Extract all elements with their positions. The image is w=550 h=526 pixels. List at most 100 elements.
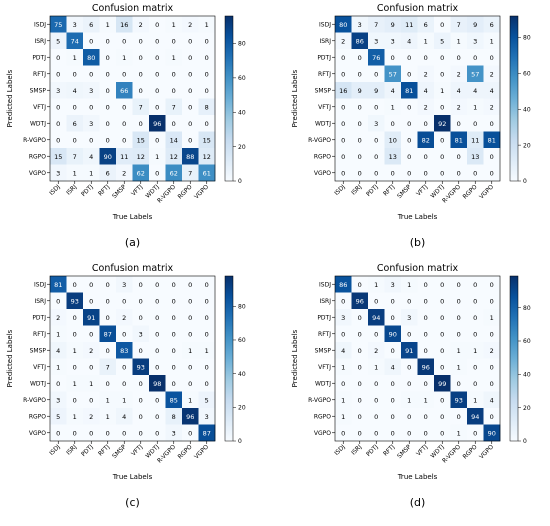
- cell-value: 0: [341, 169, 345, 177]
- cell-PDTJ-PDTJ: [368, 49, 385, 66]
- cell-R-VGPO-VFTJ: [132, 131, 150, 149]
- cell-SMSP-SMSP: [401, 82, 418, 99]
- cell-value: 0: [172, 330, 176, 338]
- x-tick-label: ISDJ: [48, 443, 62, 457]
- cell-value: 1: [407, 281, 411, 289]
- cell-value: 0: [407, 70, 411, 78]
- cell-value: 1: [424, 396, 428, 404]
- cell-value: 0: [391, 347, 395, 355]
- cell-VFTJ-WDTJ: [434, 98, 451, 116]
- cell-value: 0: [407, 429, 411, 437]
- cell-value: 0: [56, 380, 60, 388]
- cell-VFTJ-VGPO: [483, 98, 501, 116]
- cell-PDTJ-PDTJ: [83, 49, 100, 66]
- colorbar-tick-label: 80: [523, 305, 531, 312]
- cell-WDTJ-PDTJ: [83, 115, 100, 132]
- cell-PDTJ-VGPO: [483, 49, 501, 66]
- cell-PDTJ-WDTJ: [149, 49, 166, 66]
- cell-value: 0: [155, 169, 159, 177]
- cell-WDTJ-WDTJ: [149, 375, 166, 392]
- cell-VFTJ-RFTJ: [384, 358, 402, 376]
- cell-WDTJ-R-VGPO: [450, 375, 468, 392]
- x-tick-label: R-VGPO: [441, 183, 462, 204]
- cell-value: 0: [440, 413, 444, 421]
- cell-value: 1: [155, 153, 159, 161]
- cell-ISRJ-RFTJ: [99, 32, 117, 50]
- y-tick-label: RFTJ: [33, 71, 46, 78]
- cell-RGPO-RFTJ: [99, 148, 117, 165]
- cell-value: 0: [172, 87, 176, 95]
- cell-WDTJ-VFTJ: [417, 375, 435, 392]
- y-tick-label: ISDJ: [34, 21, 46, 28]
- cell-value: 4: [122, 413, 126, 421]
- cell-VFTJ-SMSP: [401, 358, 418, 376]
- cell-value: 57: [389, 70, 397, 78]
- cell-ISRJ-ISRJ: [66, 32, 84, 50]
- cell-ISDJ-R-VGPO: [165, 276, 183, 293]
- cell-R-VGPO-RFTJ: [384, 391, 402, 409]
- y-tick-label: ISRJ: [34, 38, 46, 45]
- cell-value: 2: [424, 70, 428, 78]
- cell-value: 3: [391, 281, 395, 289]
- cell-value: 90: [389, 330, 397, 338]
- cell-value: 88: [186, 153, 194, 161]
- cell-value: 7: [73, 153, 77, 161]
- cell-value: 4: [407, 37, 411, 45]
- colorbar-tick-label: 0: [238, 178, 242, 185]
- cell-value: 0: [457, 169, 461, 177]
- cell-RGPO-WDTJ: [149, 408, 166, 425]
- cell-RGPO-VGPO: [198, 408, 216, 425]
- colorbar: [509, 15, 519, 182]
- y-tick-label: ISRJ: [319, 298, 331, 305]
- cell-value: 2: [374, 347, 378, 355]
- cell-value: 7: [374, 21, 378, 29]
- cell-value: 1: [73, 413, 77, 421]
- cell-ISRJ-VGPO: [198, 292, 216, 310]
- cell-value: 0: [155, 136, 159, 144]
- cell-value: 1: [73, 169, 77, 177]
- cell-value: 0: [440, 153, 444, 161]
- cell-value: 0: [89, 297, 93, 305]
- y-axis-label: Predicted Labels: [291, 69, 299, 127]
- cell-VFTJ-R-VGPO: [165, 98, 183, 116]
- cell-value: 0: [188, 429, 192, 437]
- cell-RFTJ-RFTJ: [384, 65, 402, 83]
- cell-WDTJ-RGPO: [467, 115, 484, 132]
- cell-RFTJ-RGPO: [182, 65, 199, 83]
- cell-value: 8: [205, 103, 209, 111]
- cell-value: 0: [391, 380, 395, 388]
- cell-value: 0: [358, 429, 362, 437]
- cell-value: 0: [106, 429, 110, 437]
- cell-SMSP-ISDJ: [50, 82, 67, 99]
- cell-value: 3: [73, 21, 77, 29]
- cell-SMSP-VFTJ: [417, 82, 435, 99]
- cell-value: 13: [471, 153, 479, 161]
- cell-value: 7: [188, 169, 192, 177]
- cell-value: 0: [139, 413, 143, 421]
- cell-value: 4: [341, 347, 345, 355]
- cell-value: 90: [488, 429, 496, 437]
- cell-RFTJ-RFTJ: [384, 325, 402, 343]
- cell-RGPO-ISRJ: [351, 148, 369, 165]
- cell-RGPO-WDTJ: [434, 408, 451, 425]
- cell-value: 2: [457, 103, 461, 111]
- cell-value: 0: [56, 120, 60, 128]
- cell-ISRJ-VFTJ: [132, 292, 150, 310]
- cell-value: 66: [120, 87, 128, 95]
- cell-value: 3: [56, 169, 60, 177]
- cell-RFTJ-WDTJ: [149, 65, 166, 83]
- matrix-frame: [334, 275, 501, 442]
- cell-value: 2: [188, 21, 192, 29]
- colorbar-tick-label: 20: [238, 405, 246, 412]
- cell-ISDJ-R-VGPO: [450, 276, 468, 293]
- cell-value: 0: [139, 380, 143, 388]
- cell-SMSP-WDTJ: [434, 342, 451, 359]
- cell-RFTJ-ISRJ: [351, 325, 369, 343]
- cell-R-VGPO-R-VGPO: [450, 131, 468, 149]
- cell-ISRJ-ISRJ: [351, 32, 369, 50]
- cell-ISDJ-PDTJ: [83, 276, 100, 293]
- cell-PDTJ-VGPO: [198, 49, 216, 66]
- cell-RFTJ-VFTJ: [417, 65, 435, 83]
- cell-R-VGPO-SMSP: [116, 131, 133, 149]
